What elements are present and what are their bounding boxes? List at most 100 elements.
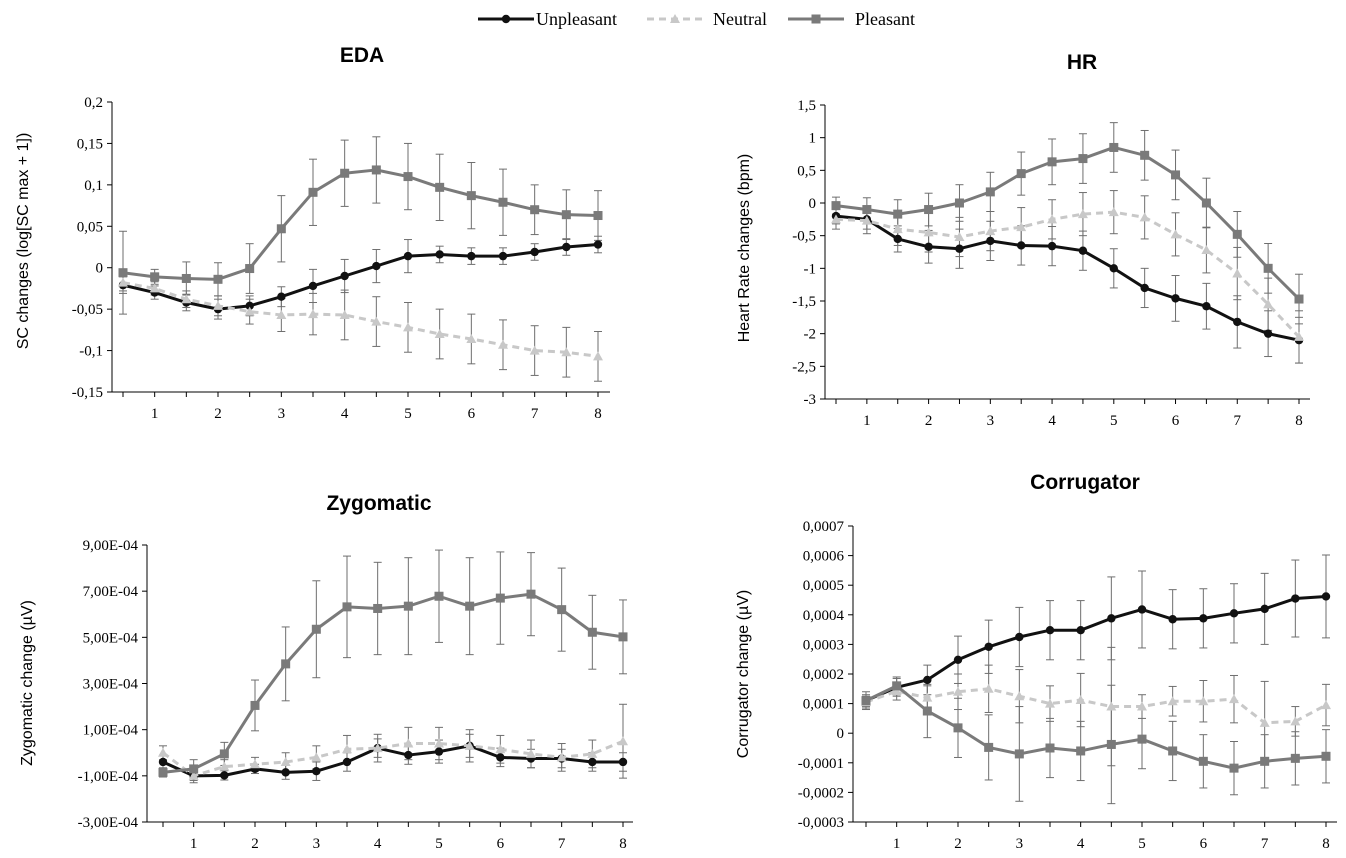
hr-pleasant-point bbox=[954, 198, 964, 208]
legend-label-unpleasant: Unpleasant bbox=[536, 9, 617, 29]
eda-pleasant-point bbox=[403, 172, 413, 182]
eda-unpleasant-point bbox=[340, 271, 349, 281]
zygomatic-pleasant-line bbox=[162, 592, 624, 774]
zygomatic-y-tick-label: 1,00E-04 bbox=[83, 723, 139, 739]
hr-y-tick-label: -2,5 bbox=[792, 359, 816, 375]
eda-unpleasant-point bbox=[562, 242, 571, 252]
zygomatic-neutral-point bbox=[434, 738, 444, 748]
corrugator-pleasant-point bbox=[1260, 756, 1270, 766]
hr-pleasant-point bbox=[1263, 263, 1273, 273]
corrugator-pleasant-error-bars bbox=[862, 676, 1330, 805]
hr-y-tick-label: 0,5 bbox=[797, 163, 816, 179]
corrugator-unpleasant-point bbox=[984, 642, 993, 651]
hr-x-tick-label: 1 bbox=[863, 413, 871, 429]
corrugator-unpleasant-point bbox=[1137, 605, 1147, 614]
hr-neutral-point bbox=[1263, 299, 1274, 309]
eda-unpleasant-point bbox=[403, 251, 413, 261]
eda-neutral-error-bars bbox=[119, 273, 602, 382]
corrugator-unpleasant-point bbox=[1291, 594, 1300, 603]
eda-y-tick-label: 0,15 bbox=[77, 136, 103, 152]
hr-y-tick-label: -2 bbox=[804, 327, 817, 343]
corrugator-neutral-point bbox=[891, 686, 902, 696]
corrugator-pleasant-point bbox=[1168, 746, 1178, 756]
eda-pleasant-point bbox=[498, 197, 508, 207]
zygomatic-y-tick-label: 9,00E-04 bbox=[83, 538, 139, 554]
corrugator-pleasant-point bbox=[922, 706, 932, 716]
hr-y-tick-label: 1 bbox=[809, 131, 817, 147]
zygomatic-pleasant-point bbox=[342, 602, 352, 612]
hr-pleasant-point bbox=[893, 209, 903, 219]
zygomatic-y-tick-label: 5,00E-04 bbox=[83, 630, 139, 646]
corrugator-neutral-point bbox=[1106, 701, 1117, 711]
zygomatic-panel: Zygomatic Zygomatic change (µV) -3,00E-0… bbox=[19, 492, 633, 852]
corrugator-unpleasant-error-bars bbox=[862, 554, 1330, 708]
zygomatic-y-tick-label: 3,00E-04 bbox=[83, 677, 139, 693]
eda-pleasant-point bbox=[245, 264, 255, 274]
corrugator-neutral-point bbox=[1321, 700, 1331, 710]
eda-neutral-point bbox=[308, 309, 318, 319]
hr-neutral-point bbox=[1201, 245, 1212, 255]
eda-x-tick-label: 2 bbox=[214, 406, 222, 422]
hr-pleasant-point bbox=[1016, 169, 1026, 179]
hr-y-axis-label: Heart Rate changes (bpm) bbox=[736, 154, 753, 343]
zygomatic-x-tick-label: 5 bbox=[435, 836, 443, 852]
legend-marker-neutral bbox=[670, 14, 680, 23]
hr-unpleasant-point bbox=[1202, 302, 1211, 311]
hr-unpleasant-point bbox=[1047, 241, 1057, 251]
legend-marker-unpleasant bbox=[501, 14, 511, 24]
eda-neutral-point bbox=[339, 309, 350, 319]
zygomatic-pleasant-point bbox=[373, 603, 383, 613]
corrugator-neutral-point bbox=[1075, 695, 1086, 705]
zygomatic-neutral-point bbox=[342, 744, 352, 754]
zygomatic-y-tick-label: -1,00E-04 bbox=[78, 769, 139, 785]
hr-unpleasant-point bbox=[1109, 264, 1119, 273]
corrugator-pleasant-point bbox=[1198, 756, 1208, 766]
corrugator-pleasant-point bbox=[1014, 749, 1024, 759]
hr-panel: HR Heart Rate changes (bpm) -3 -2,5 -2 -1,5… bbox=[736, 51, 1310, 429]
eda-unpleasant-point bbox=[593, 240, 603, 249]
hr-x-tick-label: 2 bbox=[925, 413, 933, 429]
eda-pleasant-point bbox=[435, 182, 445, 192]
hr-neutral-point bbox=[892, 224, 903, 234]
zygomatic-pleasant-point bbox=[189, 764, 199, 774]
hr-pleasant-point bbox=[924, 205, 934, 215]
hr-neutral-point bbox=[1232, 268, 1243, 278]
corrugator-neutral-point bbox=[1167, 696, 1178, 706]
zygomatic-pleasant-point bbox=[403, 601, 413, 611]
hr-y-tick-label: -3 bbox=[804, 392, 817, 408]
hr-y-tick-label: 1,5 bbox=[797, 98, 816, 114]
hr-y-tick-label: 0 bbox=[809, 196, 817, 212]
hr-neutral-point bbox=[831, 214, 841, 224]
eda-neutral-point bbox=[498, 339, 508, 349]
corrugator-x-tick-label: 8 bbox=[1322, 836, 1330, 852]
zygomatic-neutral-point bbox=[618, 736, 628, 746]
hr-plot: -3 -2,5 -2 -1,5 -1 -0,5 0 0,5 1 1,5 1 2 3 4 5 6 7 8 bbox=[792, 98, 1310, 429]
corrugator-unpleasant-point bbox=[1260, 604, 1269, 614]
zygomatic-unpleasant-point bbox=[342, 757, 352, 767]
hr-unpleasant-line bbox=[835, 214, 1300, 342]
zygomatic-pleasant-point bbox=[465, 601, 475, 611]
hr-unpleasant-point bbox=[1017, 241, 1026, 250]
eda-neutral-point bbox=[181, 294, 192, 304]
hr-title: HR bbox=[1067, 51, 1097, 74]
zygomatic-unpleasant-point bbox=[281, 768, 290, 777]
corrugator-pleasant-point bbox=[1076, 746, 1086, 756]
zygomatic-pleasant-point bbox=[434, 591, 444, 601]
legend: Unpleasant Neutral Pleasant bbox=[478, 9, 915, 29]
zygomatic-pleasant-point bbox=[250, 700, 260, 710]
hr-x-tick-label: 5 bbox=[1110, 413, 1118, 429]
hr-unpleasant-point bbox=[1140, 283, 1149, 293]
hr-unpleasant-point bbox=[955, 244, 964, 253]
hr-pleasant-point bbox=[1047, 157, 1057, 167]
hr-neutral-point bbox=[985, 226, 996, 236]
corrugator-y-tick-label: -0,0001 bbox=[798, 756, 844, 772]
zygomatic-unpleasant-point bbox=[434, 747, 444, 756]
eda-unpleasant-point bbox=[308, 281, 318, 291]
zygomatic-neutral-point bbox=[495, 744, 506, 754]
corrugator-unpleasant-point bbox=[1045, 625, 1055, 635]
zygomatic-x-tick-label: 8 bbox=[619, 836, 627, 852]
eda-pleasant-point bbox=[340, 168, 350, 178]
zygomatic-neutral-point bbox=[556, 752, 567, 762]
hr-neutral-point bbox=[1170, 229, 1181, 239]
